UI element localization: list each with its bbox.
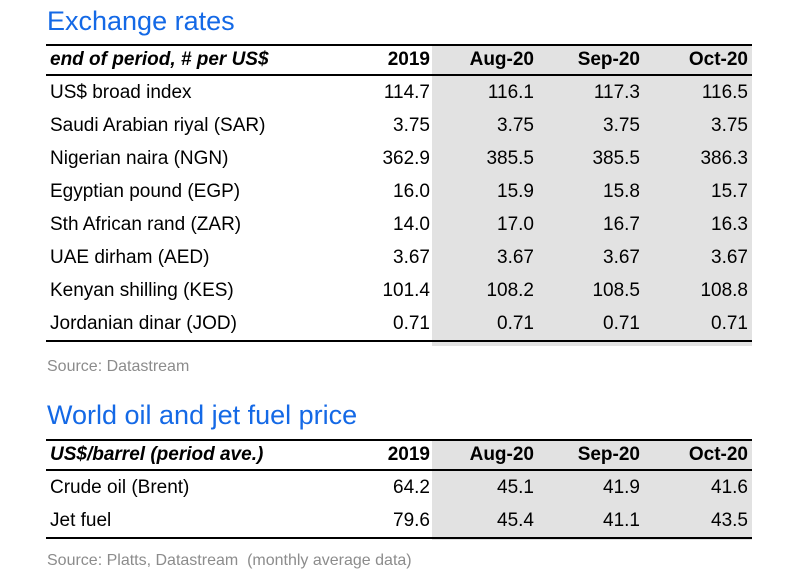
header-col-aug-20: Aug-20 <box>469 444 534 465</box>
header-col-2019: 2019 <box>387 49 430 70</box>
value-oct-20: 3.75 <box>711 115 748 136</box>
row-label: Sth African rand (ZAR) <box>50 214 242 235</box>
row-label: US$ broad index <box>50 82 192 103</box>
value-oct-20: 386.3 <box>700 148 748 169</box>
value-aug-20: 17.0 <box>497 214 534 235</box>
table-header-row: US$/barrel (period ave.) 2019 Aug-20 Sep… <box>46 439 752 471</box>
forecast-columns-shading <box>432 46 752 346</box>
table-row: Sth African rand (ZAR) 14.0 17.0 16.7 16… <box>46 208 752 241</box>
value-oct-20: 43.5 <box>711 510 748 531</box>
value-oct-20: 16.3 <box>711 214 748 235</box>
row-label: Jet fuel <box>50 510 112 531</box>
header-col-oct-20: Oct-20 <box>688 444 748 465</box>
header-col-sep-20: Sep-20 <box>577 444 640 465</box>
value-aug-20: 15.9 <box>497 181 534 202</box>
exchange-rates-title: Exchange rates <box>47 6 235 36</box>
value-2019: 79.6 <box>393 510 430 531</box>
value-2019: 64.2 <box>393 477 430 498</box>
table-row: Nigerian naira (NGN) 362.9 385.5 385.5 3… <box>46 142 752 175</box>
value-aug-20: 3.75 <box>497 115 534 136</box>
row-label: Nigerian naira (NGN) <box>50 148 229 169</box>
table-row: US$ broad index 114.7 116.1 117.3 116.5 <box>46 76 752 109</box>
value-2019: 16.0 <box>393 181 430 202</box>
table-row: UAE dirham (AED) 3.67 3.67 3.67 3.67 <box>46 241 752 274</box>
header-col-sep-20: Sep-20 <box>577 49 640 70</box>
row-label: Crude oil (Brent) <box>50 477 190 498</box>
value-aug-20: 108.2 <box>486 280 534 301</box>
value-aug-20: 0.71 <box>497 313 534 334</box>
table-row: Egyptian pound (EGP) 16.0 15.9 15.8 15.7 <box>46 175 752 208</box>
row-label: Jordanian dinar (JOD) <box>50 313 237 334</box>
value-oct-20: 116.5 <box>701 82 748 103</box>
value-sep-20: 3.67 <box>603 247 640 268</box>
value-aug-20: 45.4 <box>497 510 534 531</box>
value-sep-20: 15.8 <box>603 181 640 202</box>
value-2019: 101.4 <box>382 280 430 301</box>
table-row: Saudi Arabian riyal (SAR) 3.75 3.75 3.75… <box>46 109 752 142</box>
header-col-2019: 2019 <box>387 444 430 465</box>
row-label: Egyptian pound (EGP) <box>50 181 241 202</box>
oil-price-source: Source: Platts, Datastream (monthly aver… <box>47 552 412 569</box>
value-oct-20: 15.7 <box>711 181 748 202</box>
exchange-rates-source: Source: Datastream <box>47 358 190 375</box>
row-label: Kenyan shilling (KES) <box>50 280 234 301</box>
header-col-oct-20: Oct-20 <box>688 49 748 70</box>
value-2019: 3.67 <box>393 247 430 268</box>
value-2019: 14.0 <box>393 214 430 235</box>
table-row: Jordanian dinar (JOD) 0.71 0.71 0.71 0.7… <box>46 307 752 342</box>
value-2019: 114.7 <box>383 82 430 103</box>
value-oct-20: 0.71 <box>711 313 748 334</box>
value-aug-20: 45.1 <box>497 477 534 498</box>
row-label: Saudi Arabian riyal (SAR) <box>50 115 266 136</box>
table-header-row: end of period, # per US$ 2019 Aug-20 Sep… <box>46 44 752 76</box>
value-sep-20: 385.5 <box>592 148 640 169</box>
value-aug-20: 385.5 <box>486 148 534 169</box>
value-sep-20: 41.9 <box>603 477 640 498</box>
value-sep-20: 117.3 <box>593 82 640 103</box>
value-sep-20: 16.7 <box>603 214 640 235</box>
table-row: Jet fuel 79.6 45.4 41.1 43.5 <box>46 504 752 539</box>
value-oct-20: 3.67 <box>711 247 748 268</box>
table-row: Crude oil (Brent) 64.2 45.1 41.9 41.6 <box>46 471 752 504</box>
value-sep-20: 0.71 <box>603 313 640 334</box>
value-aug-20: 116.1 <box>487 82 534 103</box>
forecast-columns-shading <box>432 441 752 540</box>
value-aug-20: 3.67 <box>497 247 534 268</box>
value-oct-20: 108.8 <box>700 280 748 301</box>
value-sep-20: 41.1 <box>603 510 640 531</box>
oil-price-table: US$/barrel (period ave.) 2019 Aug-20 Sep… <box>46 439 752 540</box>
value-2019: 3.75 <box>393 115 430 136</box>
oil-price-title: World oil and jet fuel price <box>47 400 358 430</box>
value-2019: 0.71 <box>393 313 430 334</box>
header-label: end of period, # per US$ <box>50 49 269 70</box>
header-label: US$/barrel (period ave.) <box>50 444 264 465</box>
value-sep-20: 108.5 <box>592 280 640 301</box>
header-col-aug-20: Aug-20 <box>469 49 534 70</box>
value-sep-20: 3.75 <box>603 115 640 136</box>
value-oct-20: 41.6 <box>711 477 748 498</box>
row-label: UAE dirham (AED) <box>50 247 210 268</box>
table-row: Kenyan shilling (KES) 101.4 108.2 108.5 … <box>46 274 752 307</box>
exchange-rates-table: end of period, # per US$ 2019 Aug-20 Sep… <box>46 44 752 346</box>
value-2019: 362.9 <box>382 148 430 169</box>
